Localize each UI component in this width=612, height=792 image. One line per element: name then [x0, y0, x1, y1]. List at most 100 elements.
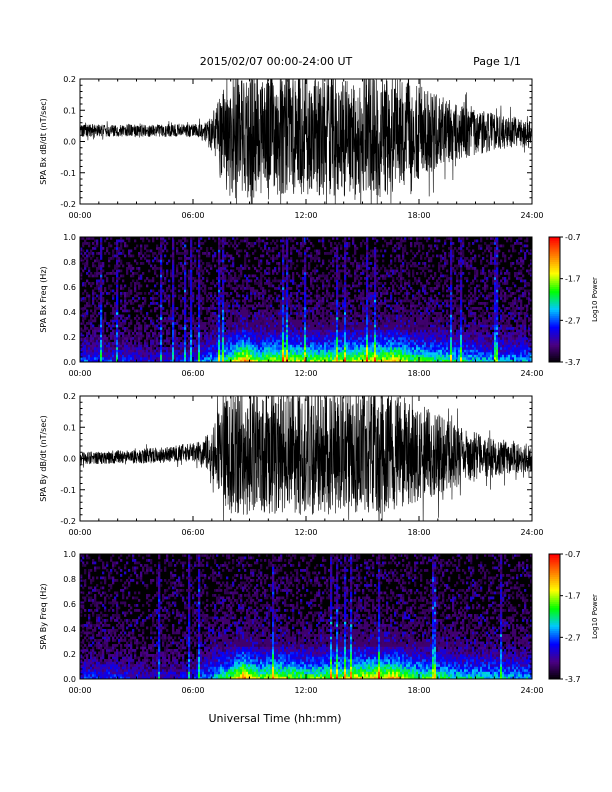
spectrogram-cell	[86, 309, 89, 313]
spectrogram-cell	[296, 332, 299, 335]
spectrogram-cell	[306, 324, 309, 328]
spectrogram-cell	[168, 347, 171, 350]
spectrogram-cell	[364, 257, 367, 260]
spectrogram-cell	[374, 294, 377, 298]
spectrogram-cell	[240, 319, 243, 323]
spectrogram-cell	[278, 317, 281, 320]
spectrogram-cell	[152, 277, 155, 280]
spectrogram-cell	[136, 359, 139, 363]
spectrogram-cell	[216, 337, 219, 340]
spectrogram-cell	[376, 279, 379, 283]
spectrogram-cell	[218, 262, 221, 265]
spectrogram-cell	[86, 327, 89, 330]
spectrogram-cell	[196, 269, 199, 273]
spectrogram-cell	[198, 279, 201, 283]
spectrogram-cell	[268, 352, 271, 355]
spectrogram-cell	[98, 252, 101, 255]
spectrogram-cell	[204, 267, 207, 270]
spectrogram-cell	[128, 292, 131, 295]
spectrogram-cell	[330, 304, 333, 308]
spectrogram-cell	[286, 344, 289, 348]
spectrogram-cell	[288, 322, 291, 325]
spectrogram-cell	[230, 342, 233, 345]
spectrogram-cell	[290, 309, 293, 313]
spectrogram-cell	[352, 332, 355, 335]
spectrogram-cell	[122, 357, 125, 360]
spectrogram-cell	[346, 357, 349, 360]
spectrogram-cell	[304, 277, 307, 280]
spectrogram-cell	[250, 279, 253, 283]
spectrogram-cell	[286, 354, 289, 358]
spectrogram-cell	[338, 329, 341, 333]
spectrogram-cell	[90, 354, 93, 358]
spectrogram-cell	[308, 344, 311, 348]
spectrogram-cell	[218, 254, 221, 258]
spectrogram-cell	[254, 267, 257, 270]
spectrogram-cell	[206, 354, 209, 358]
spectrogram-cell	[330, 314, 333, 318]
spectrogram-cell	[344, 354, 347, 358]
spectrogram-cell	[148, 239, 151, 243]
spectrogram-cell	[160, 282, 163, 285]
spectrogram-cell	[226, 264, 229, 268]
spectrogram-cell	[168, 237, 171, 240]
spectrogram-cell	[216, 324, 219, 328]
spectrogram-cell	[290, 279, 293, 283]
spectrogram-cell	[384, 322, 387, 325]
spectrogram-cell	[140, 257, 143, 260]
spectrogram-cell	[254, 307, 257, 310]
spectrogram-cell	[212, 357, 215, 360]
spectrogram-cell	[132, 297, 135, 300]
spectrogram-cell	[148, 334, 151, 338]
spectrogram-cell	[364, 242, 367, 245]
spectrogram-cell	[160, 259, 163, 263]
spectrogram-cell	[80, 277, 83, 280]
spectrogram-cell	[148, 337, 151, 340]
spectrogram-cell	[224, 264, 227, 268]
spectrogram-cell	[234, 322, 237, 325]
spectrogram-cell	[258, 279, 261, 283]
spectrogram-cell	[358, 342, 361, 345]
x-tick-label: 24:00	[520, 211, 543, 220]
spectrogram-cell	[122, 352, 125, 355]
spectrogram-cell	[262, 342, 265, 345]
spectrogram-cell	[332, 357, 335, 360]
spectrogram-cell	[104, 304, 107, 308]
spectrogram-cell	[146, 324, 149, 328]
spectrogram-cell	[366, 332, 369, 335]
spectrogram-cell	[272, 347, 275, 350]
spectrogram-cell	[228, 302, 231, 305]
y-tick-label: 0.0	[63, 138, 76, 147]
spectrogram-cell	[232, 347, 235, 350]
spectrogram-cell	[362, 334, 365, 338]
spectrogram-cell	[102, 347, 105, 350]
spectrogram-cell	[186, 304, 189, 308]
spectrogram-cell	[254, 349, 257, 353]
spectrogram-cell	[278, 319, 281, 323]
spectrogram-cell	[344, 264, 347, 268]
spectrogram-cell	[290, 324, 293, 328]
spectrogram-cell	[194, 247, 197, 250]
spectrogram-cell	[186, 332, 189, 335]
spectrogram-cell	[124, 297, 127, 300]
spectrogram-cell	[120, 287, 123, 290]
spectrogram-cell	[232, 264, 235, 268]
spectrogram-cell	[86, 354, 89, 358]
spectrogram-cell	[302, 344, 305, 348]
spectrogram-cell	[334, 349, 337, 353]
spectrogram-cell	[218, 304, 221, 308]
spectrogram-cell	[112, 332, 115, 335]
spectrogram-cell	[226, 309, 229, 313]
spectrogram-cell	[326, 334, 329, 338]
spectrogram-cell	[162, 292, 165, 295]
spectrogram-cell	[242, 314, 245, 318]
spectrogram-cell	[92, 274, 95, 278]
spectrogram-cell	[328, 304, 331, 308]
spectrogram-cell	[318, 312, 321, 315]
spectrogram-cell	[318, 357, 321, 360]
spectrogram-cell	[334, 319, 337, 323]
spectrogram-cell	[200, 347, 203, 350]
spectrogram-cell	[222, 314, 225, 318]
spectrogram-cell	[96, 334, 99, 338]
spectrogram-cell	[320, 307, 323, 310]
